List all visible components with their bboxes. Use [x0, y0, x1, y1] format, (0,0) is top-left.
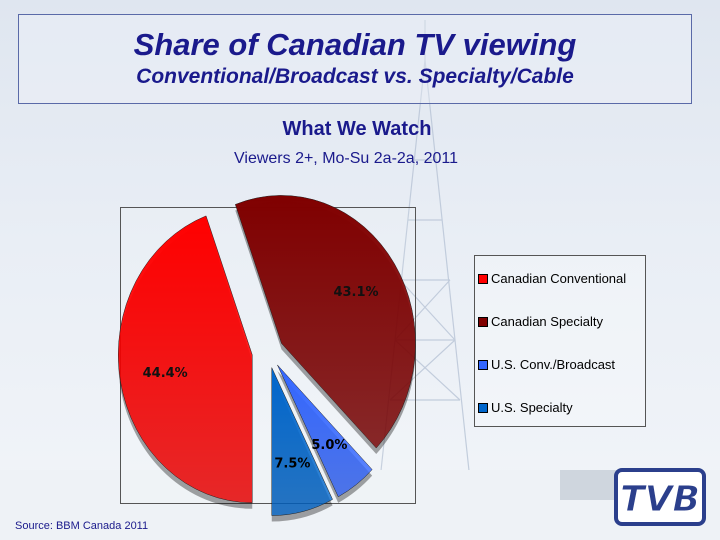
slice-us-specialty [271, 367, 333, 516]
legend-swatch [478, 316, 488, 327]
legend-item-us-specialty: U.S. Specialty [478, 400, 573, 415]
logo-text: TVB [620, 479, 700, 520]
slice-data-label: 44.4% [143, 366, 188, 381]
legend-swatch [478, 273, 488, 284]
slide-title-box: Share of Canadian TV viewing Conventiona… [18, 14, 692, 104]
legend-label: Canadian Conventional [491, 271, 627, 286]
legend-label: Canadian Specialty [491, 314, 604, 329]
source-note: Source: BBM Canada 2011 [15, 520, 149, 532]
chart-subtitle: Viewers 2+, Mo-Su 2a-2a, 2011 [234, 150, 458, 167]
slice-canadian-specialty [234, 195, 416, 449]
legend-swatch [478, 402, 488, 413]
slide-title: Share of Canadian TV viewing [133, 27, 577, 62]
slice-data-label: 43.1% [333, 285, 378, 300]
legend-item-canadian-conventional: Canadian Conventional [478, 271, 626, 286]
legend-label: U.S. Specialty [491, 400, 573, 415]
legend-label: U.S. Conv./Broadcast [491, 357, 616, 372]
legend-item-us-conv-broadcast: U.S. Conv./Broadcast [478, 357, 615, 372]
chart-title: What We Watch [282, 118, 432, 140]
slice-data-label: 5.0% [311, 438, 347, 453]
slice-data-label: 7.5% [274, 457, 310, 472]
slide-subtitle: Conventional/Broadcast vs. Specialty/Cab… [136, 65, 574, 88]
slice-us-conv-broadcast [277, 364, 373, 498]
legend-item-canadian-specialty: Canadian Specialty [478, 314, 603, 329]
chart-legend: Canadian Conventional Canadian Specialty… [474, 255, 646, 427]
tvb-logo: TVB [614, 468, 706, 526]
legend-swatch [478, 359, 488, 370]
slice-canadian-conventional [118, 215, 253, 504]
